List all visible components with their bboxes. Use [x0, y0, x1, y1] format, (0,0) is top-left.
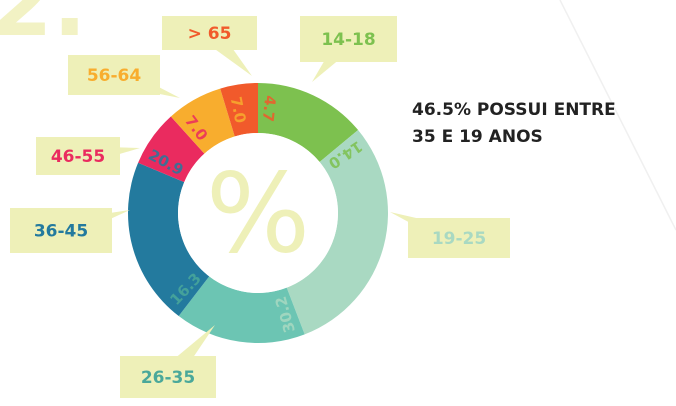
- donut-segment: [286, 130, 389, 335]
- callout-box: [408, 218, 510, 258]
- value-label: 4.7: [259, 94, 280, 122]
- donut-segment: [128, 162, 210, 317]
- legend-label: 26-35: [141, 368, 195, 388]
- donut-segment: [220, 83, 258, 137]
- donut-segment: [170, 88, 235, 154]
- legend-label: 36-45: [34, 222, 88, 242]
- donut-segment: [258, 83, 359, 162]
- callout-box: [120, 356, 216, 398]
- donut-hole: [178, 133, 338, 293]
- headline: 46.5% POSSUI ENTRE: [412, 100, 616, 120]
- callout-box: [162, 16, 257, 50]
- legend-label: > 65: [188, 24, 232, 44]
- legend-label: 19-25: [432, 229, 486, 249]
- callout-box: [10, 208, 112, 253]
- center-label: %: [206, 149, 311, 277]
- legend-label: 46-55: [51, 147, 105, 167]
- value-label: 7.0: [227, 95, 250, 125]
- donut-segment: [178, 276, 305, 343]
- donut-segment: [138, 116, 205, 183]
- callout-box: [36, 137, 120, 175]
- callout-box: [300, 16, 397, 62]
- callout-box: [68, 55, 160, 95]
- legend-label: 14-18: [321, 30, 375, 50]
- headline: 35 E 19 ANOS: [412, 127, 543, 147]
- legend-label: 56-64: [87, 66, 142, 86]
- decor-line: [559, 0, 676, 231]
- step-number: 2.: [0, 0, 87, 57]
